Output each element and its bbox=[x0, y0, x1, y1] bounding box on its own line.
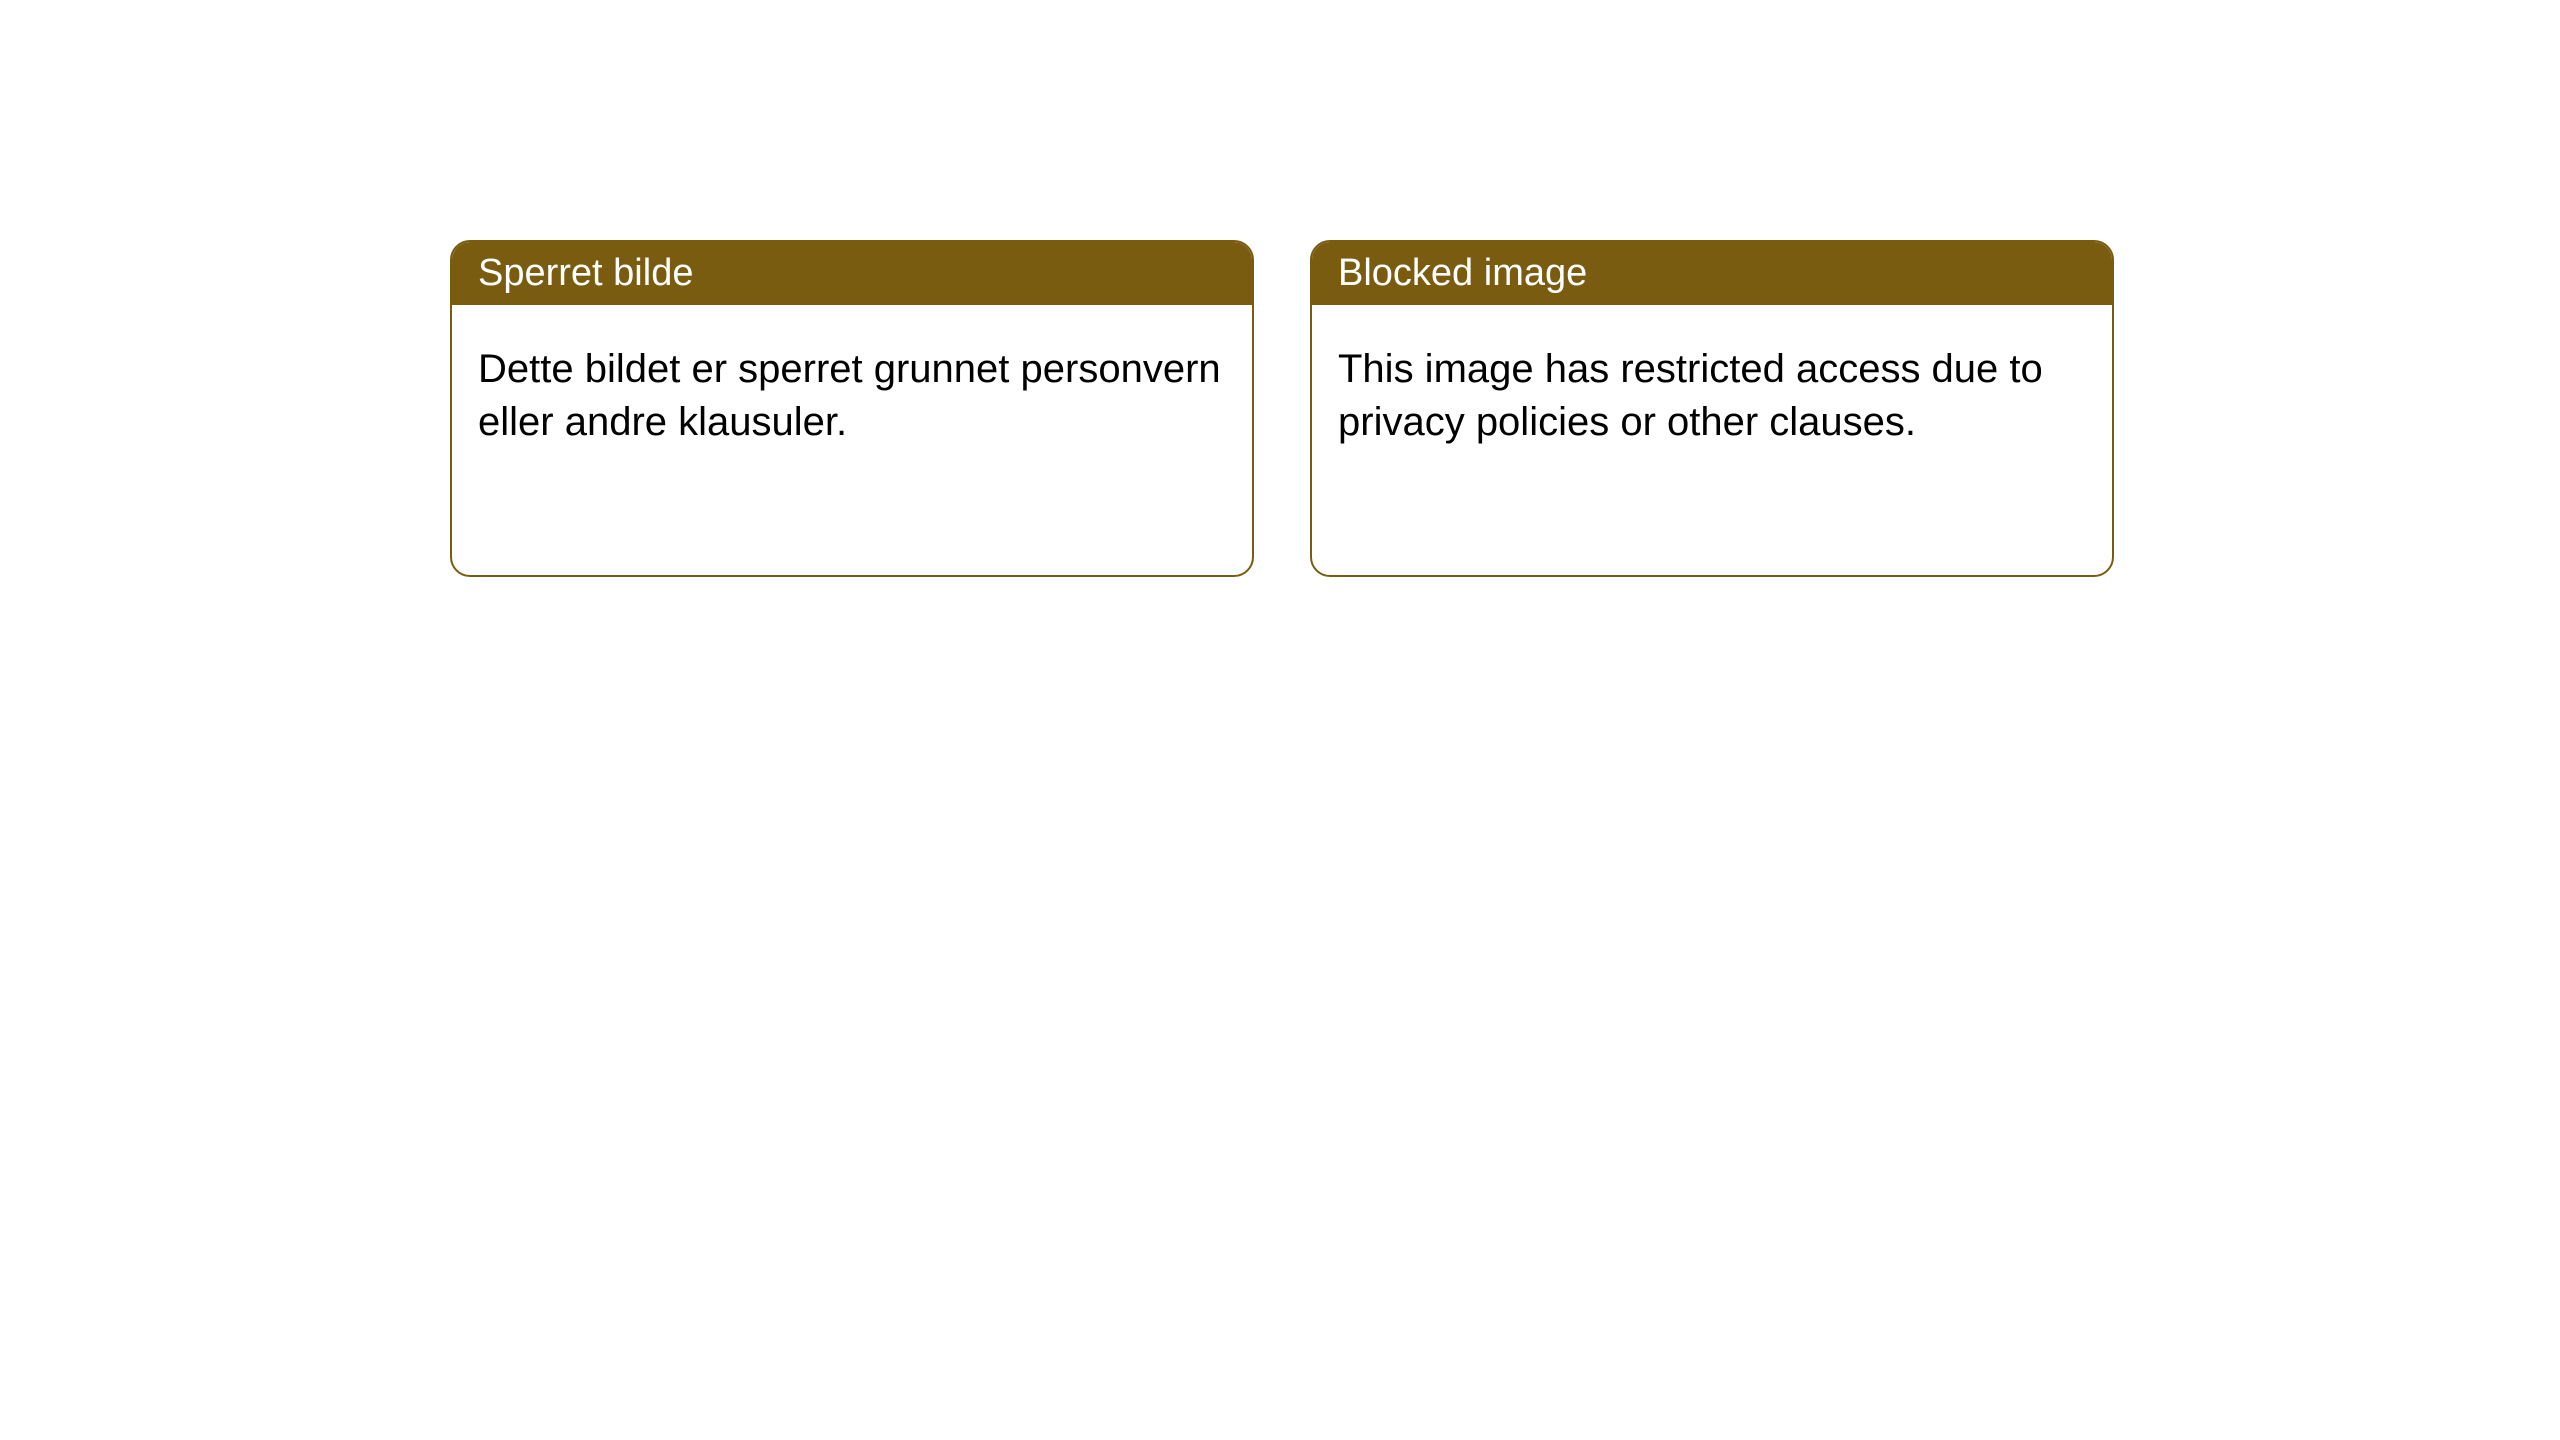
card-header-english: Blocked image bbox=[1312, 242, 2112, 305]
blocked-image-card-english: Blocked image This image has restricted … bbox=[1310, 240, 2114, 577]
card-body-english: This image has restricted access due to … bbox=[1312, 305, 2112, 575]
notice-container: Sperret bilde Dette bildet er sperret gr… bbox=[0, 0, 2560, 577]
card-body-norwegian: Dette bildet er sperret grunnet personve… bbox=[452, 305, 1252, 575]
blocked-image-card-norwegian: Sperret bilde Dette bildet er sperret gr… bbox=[450, 240, 1254, 577]
card-header-norwegian: Sperret bilde bbox=[452, 242, 1252, 305]
